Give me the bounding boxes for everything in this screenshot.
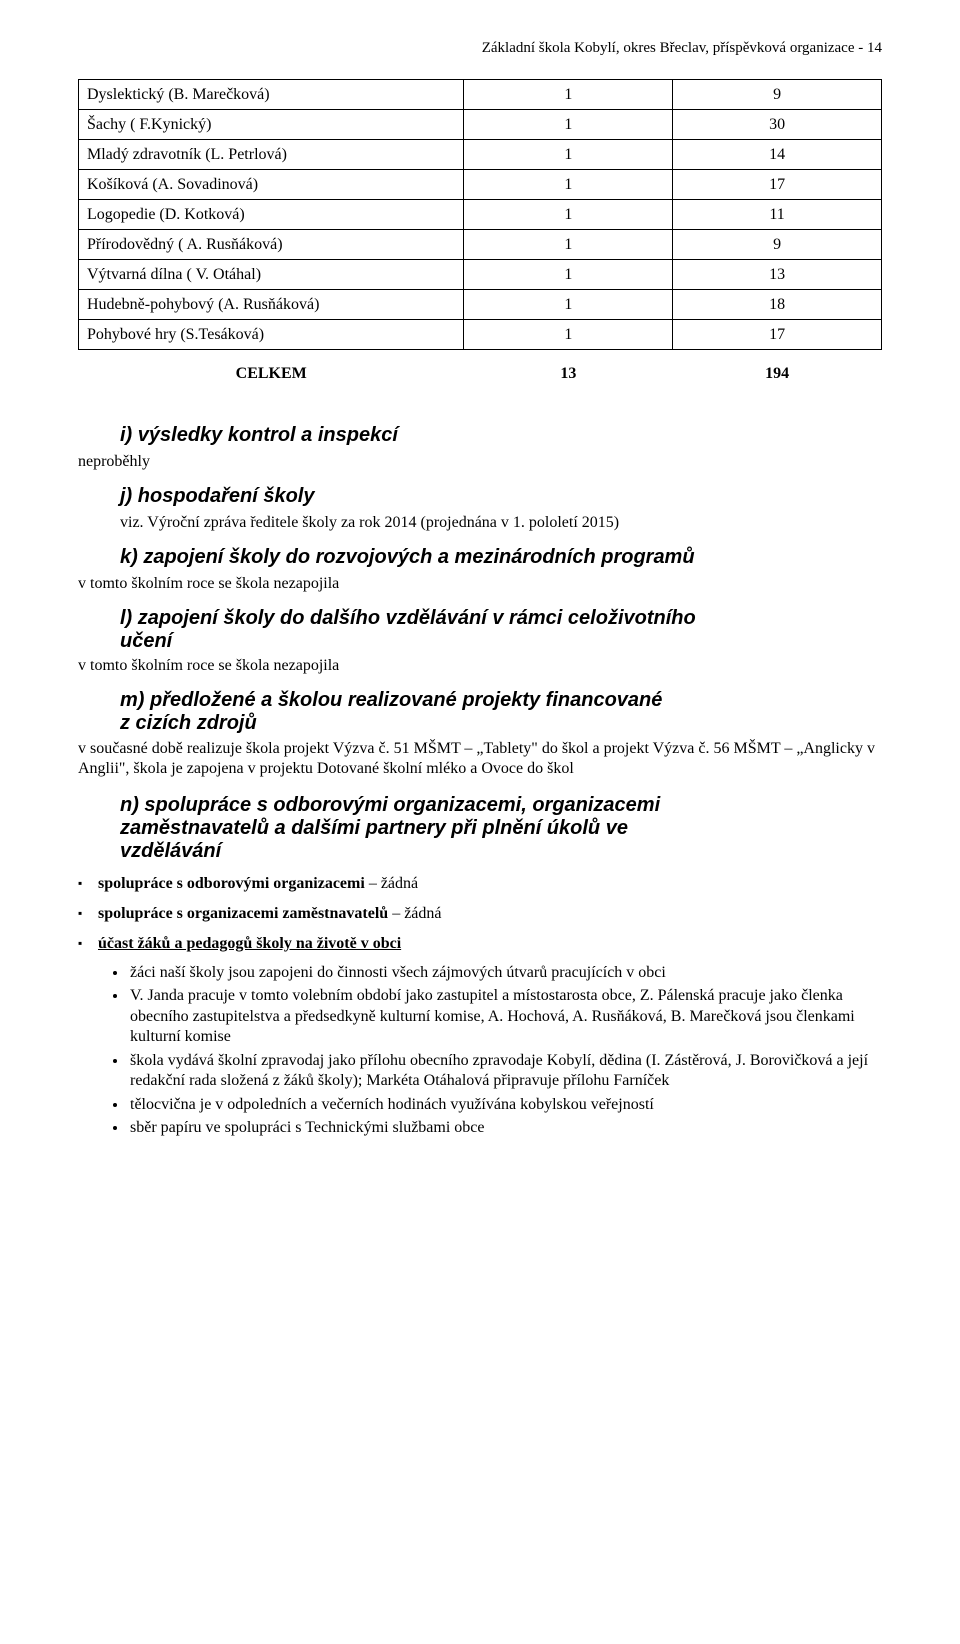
activity-col-b: 13 (673, 260, 882, 290)
section-l-title-line1: l) zapojení školy do dalšího vzdělávání … (120, 607, 696, 629)
list-item: žáci naší školy jsou zapojeni do činnost… (128, 963, 882, 983)
section-m-body: v současné době realizuje škola projekt … (78, 739, 882, 780)
section-i-body: neproběhly (78, 453, 882, 471)
activity-col-a: 1 (464, 80, 673, 110)
table-row: Mladý zdravotník (L. Petrlová)114 (79, 140, 882, 170)
square-bullet-item: spolupráce s organizacemi zaměstnavatelů… (78, 905, 882, 923)
totals-label: CELKEM (79, 350, 464, 389)
activity-name: Košíková (A. Sovadinová) (79, 170, 464, 200)
table-row: Výtvarná dílna ( V. Otáhal)113 (79, 260, 882, 290)
bullet-bold-text: spolupráce s organizacemi zaměstnavatelů (98, 905, 388, 922)
activity-col-a: 1 (464, 200, 673, 230)
activity-name: Šachy ( F.Kynický) (79, 110, 464, 140)
table-row: Šachy ( F.Kynický)130 (79, 110, 882, 140)
square-bullet-item: účast žáků a pedagogů školy na životě v … (78, 935, 882, 953)
activity-col-a: 1 (464, 230, 673, 260)
square-bullet-item: spolupráce s odborovými organizacemi – ž… (78, 875, 882, 893)
activity-name: Dyslektický (B. Marečková) (79, 80, 464, 110)
activity-name: Mladý zdravotník (L. Petrlová) (79, 140, 464, 170)
bullet-rest-text: – žádná (388, 905, 441, 922)
activity-col-a: 1 (464, 320, 673, 350)
activity-col-b: 14 (673, 140, 882, 170)
table-row: Přírodovědný ( A. Rusňáková)19 (79, 230, 882, 260)
section-n-title-line2: zaměstnavatelů a dalšími partnery při pl… (120, 817, 882, 840)
participation-list: žáci naší školy jsou zapojeni do činnost… (106, 963, 882, 1139)
table-row: Hudebně-pohybový (A. Rusňáková)118 (79, 290, 882, 320)
list-item: tělocvična je v odpoledních a večerních … (128, 1095, 882, 1115)
table-totals-row: CELKEM13194 (79, 350, 882, 389)
section-m-title-line2: z cizích zdrojů (120, 712, 882, 735)
activity-name: Pohybové hry (S.Tesáková) (79, 320, 464, 350)
table-row: Dyslektický (B. Marečková)19 (79, 80, 882, 110)
activity-col-b: 17 (673, 320, 882, 350)
activity-name: Logopedie (D. Kotková) (79, 200, 464, 230)
table-row: Košíková (A. Sovadinová)117 (79, 170, 882, 200)
activity-col-a: 1 (464, 290, 673, 320)
table-row: Pohybové hry (S.Tesáková)117 (79, 320, 882, 350)
bullet-bold-text: účast žáků a pedagogů školy na životě v … (98, 935, 401, 952)
section-m-title: m) předložené a školou realizované proje… (120, 689, 882, 735)
section-n-title-line3: vzdělávání (120, 840, 882, 863)
activity-name: Hudebně-pohybový (A. Rusňáková) (79, 290, 464, 320)
section-l-title-line2: učení (120, 630, 882, 653)
section-n-title-line1: n) spolupráce s odborovými organizacemi,… (120, 794, 660, 816)
section-l-title: l) zapojení školy do dalšího vzdělávání … (120, 607, 882, 653)
section-j-body: viz. Výroční zpráva ředitele školy za ro… (120, 514, 882, 532)
activity-col-b: 30 (673, 110, 882, 140)
activity-col-b: 18 (673, 290, 882, 320)
document-page: Základní škola Kobylí, okres Břeclav, př… (0, 0, 960, 1182)
list-item: sběr papíru ve spolupráci s Technickými … (128, 1118, 882, 1138)
section-l-body: v tomto školním roce se škola nezapojila (78, 657, 882, 675)
section-k-title: k) zapojení školy do rozvojových a mezin… (120, 546, 882, 569)
activity-col-b: 11 (673, 200, 882, 230)
bullet-rest-text: – žádná (365, 875, 418, 892)
section-m-title-line1: m) předložené a školou realizované proje… (120, 689, 662, 711)
activity-name: Přírodovědný ( A. Rusňáková) (79, 230, 464, 260)
section-n-title: n) spolupráce s odborovými organizacemi,… (120, 794, 882, 863)
activity-col-a: 1 (464, 140, 673, 170)
table-row: Logopedie (D. Kotková)111 (79, 200, 882, 230)
totals-a: 13 (464, 350, 673, 389)
bullet-bold-text: spolupráce s odborovými organizacemi (98, 875, 365, 892)
activity-name: Výtvarná dílna ( V. Otáhal) (79, 260, 464, 290)
activity-col-a: 1 (464, 260, 673, 290)
section-i-title: i) výsledky kontrol a inspekcí (120, 424, 882, 447)
activities-table: Dyslektický (B. Marečková)19Šachy ( F.Ky… (78, 79, 882, 388)
activity-col-a: 1 (464, 110, 673, 140)
section-k-body: v tomto školním roce se škola nezapojila (78, 575, 882, 593)
activity-col-b: 9 (673, 230, 882, 260)
activity-col-b: 9 (673, 80, 882, 110)
totals-b: 194 (673, 350, 882, 389)
list-item: V. Janda pracuje v tomto volebním období… (128, 986, 882, 1047)
list-item: škola vydává školní zpravodaj jako přílo… (128, 1051, 882, 1092)
activity-col-b: 17 (673, 170, 882, 200)
page-header: Základní škola Kobylí, okres Břeclav, př… (78, 40, 882, 57)
section-j-title: j) hospodaření školy (120, 485, 882, 508)
activity-col-a: 1 (464, 170, 673, 200)
